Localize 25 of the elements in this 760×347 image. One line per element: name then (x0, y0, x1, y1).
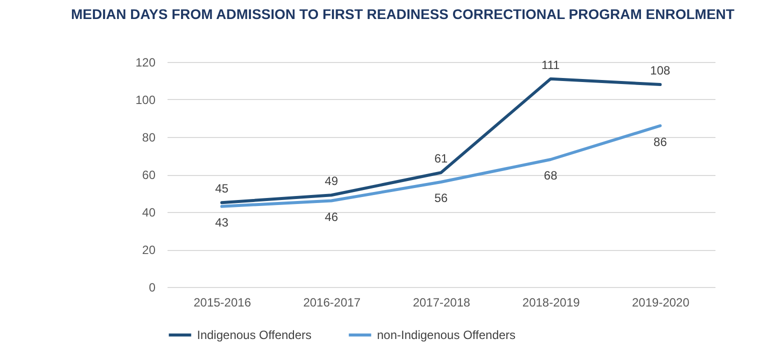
data-label: 61 (434, 152, 448, 166)
x-tick-label: 2019-2020 (632, 296, 690, 310)
y-tick-label: 120 (135, 56, 156, 70)
y-tick-label: 20 (142, 243, 156, 257)
y-tick-label: 80 (142, 130, 156, 144)
x-tick-label: 2018-2019 (522, 296, 580, 310)
chart-title: MEDIAN DAYS FROM ADMISSION TO FIRST READINESS CORRECTIONAL PROGRAM ENROLMENT (70, 6, 735, 22)
legend-label: Indigenous Offenders (197, 328, 312, 342)
legend-label: non-Indigenous Offenders (377, 328, 516, 342)
x-tick-label: 2015-2016 (194, 296, 252, 310)
y-tick-label: 0 (148, 280, 156, 294)
data-label: 56 (434, 191, 448, 205)
data-label: 49 (324, 174, 338, 188)
data-label: 86 (654, 134, 668, 149)
y-tick-label: 60 (142, 168, 156, 182)
data-label: 43 (215, 215, 229, 230)
data-label: 45 (215, 182, 229, 196)
x-tick-label: 2017-2018 (412, 296, 471, 310)
y-tick-label: 40 (142, 206, 156, 220)
data-label: 46 (324, 210, 338, 224)
y-tick-label: 100 (135, 93, 156, 107)
data-label: 111 (541, 58, 560, 72)
data-label: 108 (650, 64, 671, 78)
x-tick-label: 2016-2017 (303, 296, 361, 310)
data-label: 68 (544, 168, 558, 182)
